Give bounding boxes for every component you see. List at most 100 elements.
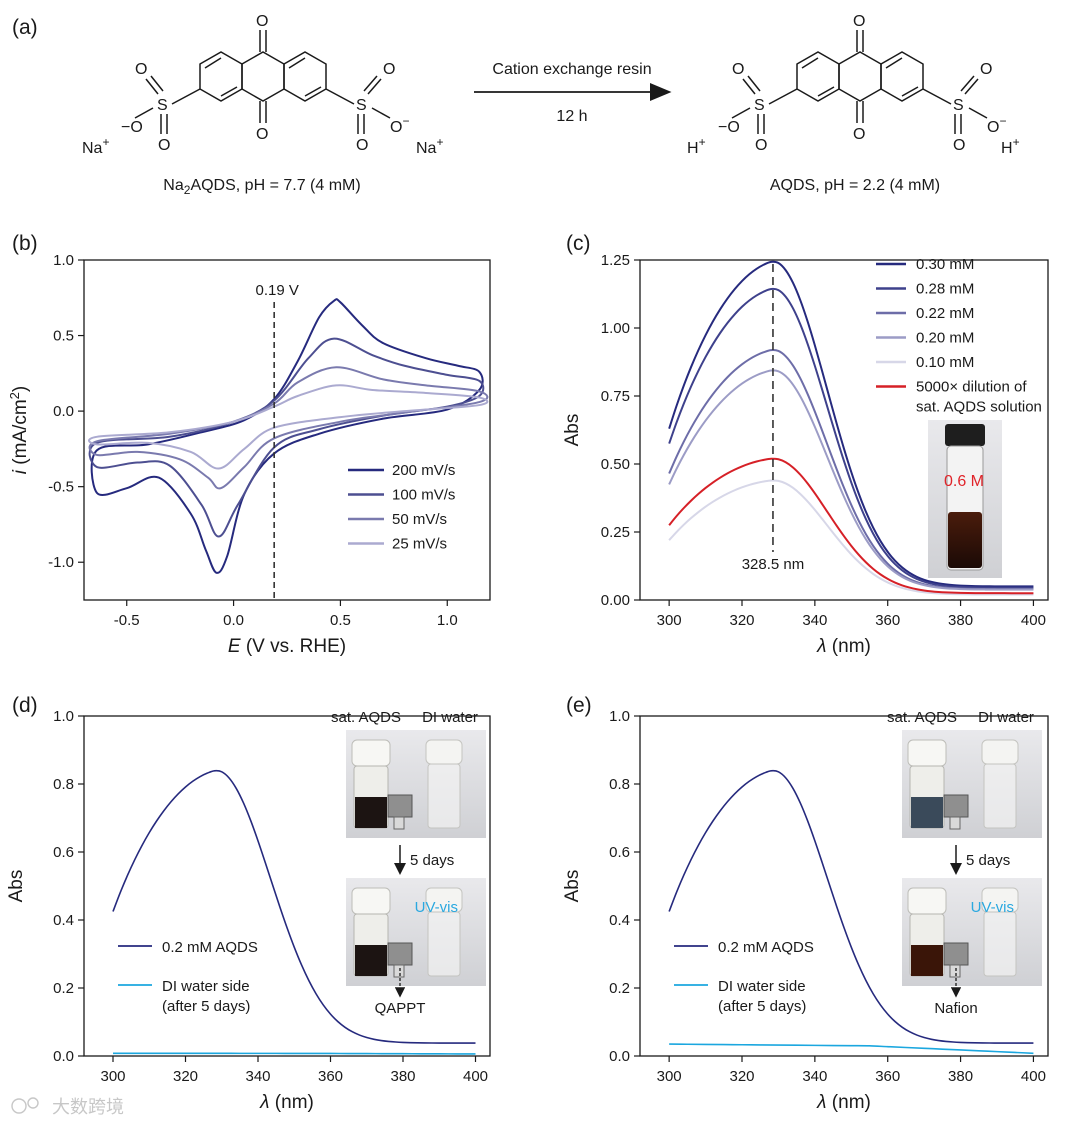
atom-o-minus-right-r: O− [987, 114, 1006, 136]
x-tick-label: 400 [1021, 1068, 1046, 1085]
x-tick-label: 300 [657, 1068, 682, 1085]
y-tick-label: 0.6 [53, 844, 74, 861]
plot-frame-e [639, 715, 1049, 1057]
vial-left-liquid [355, 797, 387, 828]
proton-left: H+ [687, 135, 706, 157]
vial-right [983, 763, 1017, 829]
legend-label: 0.2 mM AQDS [718, 939, 814, 956]
vial-left-liquid [911, 945, 943, 976]
y-axis-label: Abs [562, 870, 583, 903]
y-tick-label: 0.6 [609, 844, 630, 861]
x-axis-label: λ (nm) [259, 1092, 314, 1113]
x-tick-label: 300 [657, 612, 682, 629]
atom-o-s3-r: O [980, 61, 992, 78]
legend-label: 50 mV/s [392, 511, 447, 528]
legend-label: 0.22 mM [916, 305, 974, 322]
legend-label: 200 mV/s [392, 462, 455, 479]
atom-s-left-r: S [754, 97, 765, 114]
vial-stopper [425, 739, 463, 765]
vial-stopper [351, 887, 391, 915]
atom-o-bottom-r: O [853, 126, 865, 143]
photo-before [346, 730, 486, 838]
x-tick-label: 360 [318, 1068, 343, 1085]
y-tick-label: -0.5 [48, 479, 74, 496]
arrow-label-bottom: 12 h [556, 108, 587, 125]
atom-o-minus-right: O− [390, 114, 409, 136]
y-axis-label: Abs [6, 870, 27, 903]
x-tick-label: 340 [802, 612, 827, 629]
vial-stopper [907, 739, 947, 767]
legend-label: DI water side [718, 978, 806, 995]
panel-c: 300 320 340 360 380 400 0.00 0.25 0.50 0.75 1.00 1.… [562, 252, 1049, 657]
y-tick-label: 0.4 [53, 912, 74, 929]
vial-right [427, 911, 461, 977]
panel-label-e: (e) [566, 694, 592, 717]
inset-time-label: 5 days [410, 852, 454, 869]
atom-o-s3: O [383, 61, 395, 78]
plot-frame-d [83, 715, 491, 1057]
atom-s-right-r: S [953, 97, 964, 114]
x-tick-label: 380 [390, 1068, 415, 1085]
y-tick-label: 1.00 [601, 320, 630, 337]
x-tick-label: 340 [245, 1068, 270, 1085]
inset-uv-vis-label: UV-vis [971, 899, 1014, 916]
membrane-clamp [387, 794, 413, 818]
counterion-left: Na+ [82, 135, 109, 157]
atom-o-s2-r: O [755, 137, 767, 154]
vial-concentration-label: 0.6 M [944, 473, 984, 490]
x-tick-label: 0.0 [223, 612, 244, 629]
panel-b: -0.5 0.0 0.5 1.0 -1.0 -0.5 0.0 0.5 1.0 E (V vs. R… [7, 252, 491, 657]
arrow-label-top: Cation exchange resin [492, 61, 651, 78]
y-tick-label: 0.8 [609, 776, 630, 793]
plot-frame-b [83, 259, 491, 601]
atom-o-minus-left: −O [121, 119, 143, 136]
y-tick-label: 0.4 [609, 912, 630, 929]
vial-stopper [981, 739, 1019, 765]
y-tick-label: 0.00 [601, 592, 630, 609]
atom-o-top: O [256, 13, 268, 30]
clamp-screw [393, 816, 405, 830]
atom-s-left: S [157, 97, 168, 114]
aqds-spectrum [112, 769, 476, 1044]
legend-label: 0.28 mM [916, 281, 974, 298]
y-tick-label: 1.0 [53, 708, 74, 725]
panel-label-a: (a) [12, 16, 38, 39]
watermark-text: 大数跨境 [52, 1097, 124, 1117]
panel-d: 300 320 340 360 380 400 0.0 0.2 0.4 0.6 0.8 1.0 λ (n… [6, 708, 491, 1113]
watermark-icon [11, 1098, 27, 1114]
aqds-spectrum [668, 769, 1034, 1044]
vial-left-liquid [911, 797, 943, 828]
uv-spectrum [668, 287, 1034, 589]
uv-spectrum [668, 369, 1034, 591]
legend-label: (after 5 days) [718, 998, 806, 1015]
x-tick-label: 340 [802, 1068, 827, 1085]
legend-label: 100 mV/s [392, 487, 455, 504]
y-tick-label: -1.0 [48, 554, 74, 571]
ring-middle [241, 51, 285, 102]
inset-label-di-water: DI water [978, 709, 1034, 726]
uv-spectrum [668, 457, 1034, 595]
y-tick-label: 0.2 [609, 980, 630, 997]
legend-label: DI water side [162, 978, 250, 995]
atom-o-s2: O [158, 137, 170, 154]
x-axis-label: λ (nm) [816, 1092, 871, 1113]
legend-label: sat. AQDS solution [916, 399, 1042, 416]
vial-right [427, 763, 461, 829]
x-axis-label: λ (nm) [816, 636, 871, 657]
atom-o-s1: O [135, 61, 147, 78]
x-tick-label: 380 [948, 1068, 973, 1085]
y-tick-label: 0.0 [53, 1048, 74, 1065]
x-tick-label: -0.5 [114, 612, 140, 629]
vial-liquid [948, 512, 982, 568]
membrane-clamp [943, 942, 969, 966]
legend-label: 5000× dilution of [916, 379, 1027, 396]
x-tick-label: 380 [948, 612, 973, 629]
atom-o-top-r: O [853, 13, 865, 30]
inset-uv-vis-label: UV-vis [415, 899, 458, 916]
y-tick-label: 0.0 [53, 403, 74, 420]
cv-curve-100mVs [88, 337, 485, 538]
panel-label-c: (c) [566, 232, 591, 255]
x-tick-label: 400 [463, 1068, 488, 1085]
y-tick-label: 0.50 [601, 456, 630, 473]
